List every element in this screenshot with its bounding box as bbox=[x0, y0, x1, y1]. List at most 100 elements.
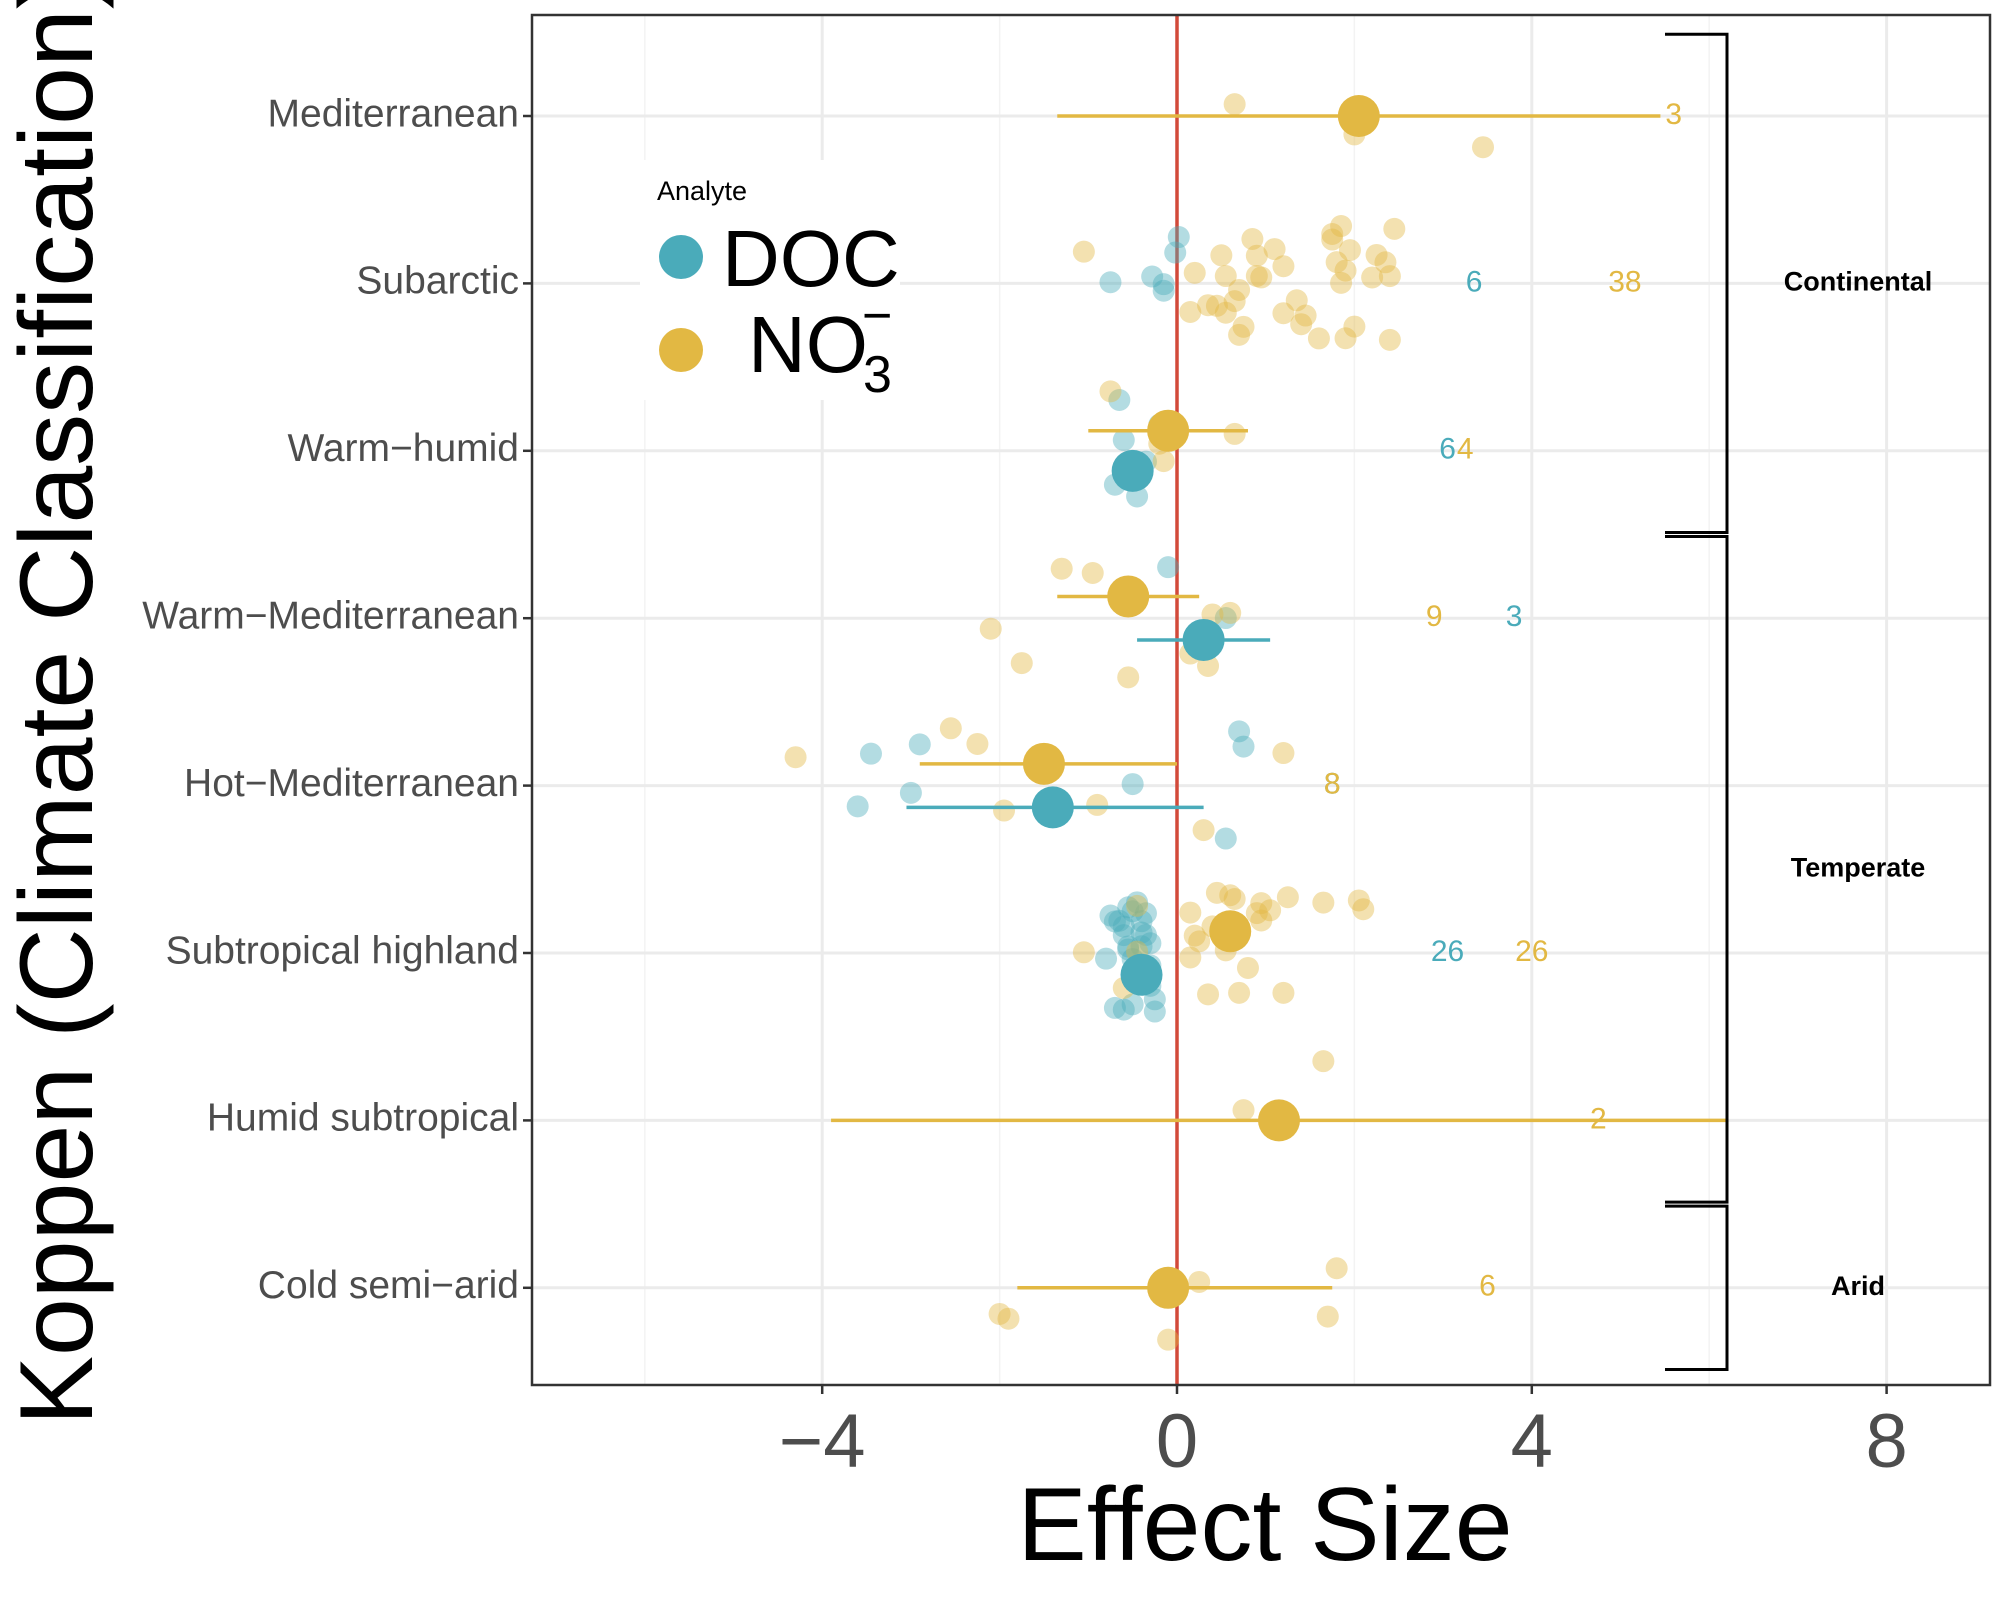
y-axis-ticks: Mediterranean Subarctic Warm−humid Warm−Med… bbox=[142, 92, 532, 1307]
doc-data-point bbox=[1214, 827, 1237, 850]
no3-data-point bbox=[1383, 217, 1406, 240]
no3-data-point bbox=[1259, 899, 1282, 922]
no3-data-point bbox=[1334, 327, 1357, 350]
no3-data-point bbox=[1330, 215, 1353, 238]
x-tick-label: 8 bbox=[1865, 1399, 1907, 1484]
doc-data-point bbox=[1121, 993, 1144, 1016]
no3-data-point bbox=[1378, 328, 1401, 351]
doc-data-point bbox=[859, 742, 882, 765]
doc-data-point bbox=[1141, 265, 1164, 288]
no3-mean-marker bbox=[1022, 742, 1065, 785]
no3-data-point bbox=[1250, 266, 1273, 289]
no3-sample-count: 9 bbox=[1426, 600, 1443, 633]
doc-data-point bbox=[1112, 998, 1135, 1021]
no3-data-point bbox=[1228, 278, 1251, 301]
no3-data-point bbox=[1179, 300, 1202, 323]
doc-data-point bbox=[1095, 947, 1118, 970]
no3-data-point bbox=[1316, 1305, 1339, 1328]
doc-mean-marker bbox=[1031, 786, 1074, 829]
no3-sample-count: 4 bbox=[1457, 433, 1474, 466]
doc-data-point bbox=[1103, 996, 1126, 1019]
no3-data-point bbox=[1330, 271, 1353, 294]
no3-data-point bbox=[1236, 956, 1259, 979]
no3-data-point bbox=[1179, 946, 1202, 969]
no3-data-point bbox=[1214, 265, 1237, 288]
doc-data-point bbox=[1121, 900, 1144, 923]
group-bracket bbox=[1665, 1204, 1729, 1371]
doc-data-point bbox=[1112, 924, 1135, 947]
doc-sample-count: 6 bbox=[1466, 265, 1483, 298]
no3-data-point bbox=[1472, 136, 1495, 159]
doc-data-point bbox=[1134, 902, 1157, 925]
no3-data-point bbox=[1272, 302, 1295, 325]
group-label: Temperate bbox=[1791, 852, 1926, 882]
no3-data-point bbox=[1228, 323, 1251, 346]
no3-data-point bbox=[1232, 315, 1255, 338]
no3-mean-marker bbox=[1337, 95, 1380, 137]
no3-data-point bbox=[1321, 228, 1344, 251]
no3-data-point bbox=[1307, 327, 1330, 350]
doc-data-point bbox=[1130, 910, 1153, 933]
doc-data-point bbox=[1134, 923, 1157, 946]
doc-mean-marker bbox=[1120, 953, 1163, 996]
doc-data-point bbox=[1108, 389, 1131, 412]
no3-data-point bbox=[993, 799, 1016, 822]
no3-data-point bbox=[1312, 891, 1335, 914]
no3-data-point bbox=[988, 1302, 1011, 1325]
no3-data-point bbox=[1205, 881, 1228, 904]
no3-data-point bbox=[1352, 898, 1375, 921]
no3-data-point bbox=[1245, 244, 1268, 267]
doc-data-point bbox=[1157, 556, 1180, 579]
legend-title: Analyte bbox=[657, 176, 747, 206]
doc-sample-count: 6 bbox=[1439, 433, 1456, 466]
doc-data-point bbox=[1103, 910, 1126, 933]
legend-no3-label: NO bbox=[748, 300, 868, 389]
doc-data-point bbox=[899, 781, 922, 804]
group-label: Arid bbox=[1831, 1271, 1885, 1301]
no3-data-point bbox=[1219, 884, 1242, 907]
group-label: Continental bbox=[1784, 267, 1933, 297]
no3-data-point bbox=[1099, 380, 1122, 403]
no3-data-point bbox=[1250, 909, 1273, 932]
no3-data-point bbox=[1117, 666, 1140, 689]
no3-data-point bbox=[966, 732, 989, 755]
no3-data-point bbox=[1157, 1328, 1180, 1351]
no3-sample-count: 38 bbox=[1608, 265, 1641, 298]
doc-data-point bbox=[908, 733, 931, 756]
no3-data-point bbox=[1223, 290, 1246, 313]
mean-markers bbox=[1022, 95, 1380, 1309]
no3-data-point bbox=[1272, 742, 1295, 765]
legend-doc-marker bbox=[659, 235, 703, 279]
doc-data-point bbox=[1152, 279, 1175, 302]
no3-data-point bbox=[1290, 313, 1313, 336]
doc-data-point bbox=[1117, 938, 1140, 961]
group-bracket bbox=[1665, 32, 1729, 534]
no3-data-point bbox=[1219, 601, 1242, 624]
doc-mean-marker bbox=[1111, 449, 1154, 492]
no3-data-point bbox=[1378, 265, 1401, 288]
no3-data-point bbox=[1263, 238, 1286, 261]
no3-sample-count: 6 bbox=[1479, 1270, 1496, 1303]
doc-data-point bbox=[1112, 915, 1135, 938]
x-tick-label: 0 bbox=[1156, 1399, 1198, 1484]
no3-data-point bbox=[979, 617, 1002, 640]
no3-data-point bbox=[1214, 301, 1237, 324]
doc-data-point bbox=[1099, 271, 1122, 294]
no3-mean-marker bbox=[1209, 910, 1252, 953]
no3-data-point bbox=[1183, 924, 1206, 947]
legend-no3-marker bbox=[659, 328, 703, 372]
no3-data-point bbox=[1197, 983, 1220, 1006]
no3-data-point bbox=[1338, 239, 1361, 262]
doc-data-point bbox=[1117, 935, 1140, 958]
no3-data-point bbox=[1152, 450, 1175, 473]
doc-data-point bbox=[1130, 935, 1153, 958]
legend-doc-label: DOC bbox=[722, 214, 900, 303]
doc-data-point bbox=[1228, 720, 1251, 743]
y-tick-label: Cold semi−arid bbox=[258, 1264, 519, 1307]
no3-data-point bbox=[1325, 251, 1348, 274]
plot-panel bbox=[530, 13, 1992, 1387]
doc-data-point bbox=[1112, 429, 1135, 452]
no3-sample-count: 2 bbox=[1590, 1102, 1607, 1135]
no3-mean-marker bbox=[1258, 1099, 1301, 1142]
no3-data-point bbox=[1205, 294, 1228, 317]
